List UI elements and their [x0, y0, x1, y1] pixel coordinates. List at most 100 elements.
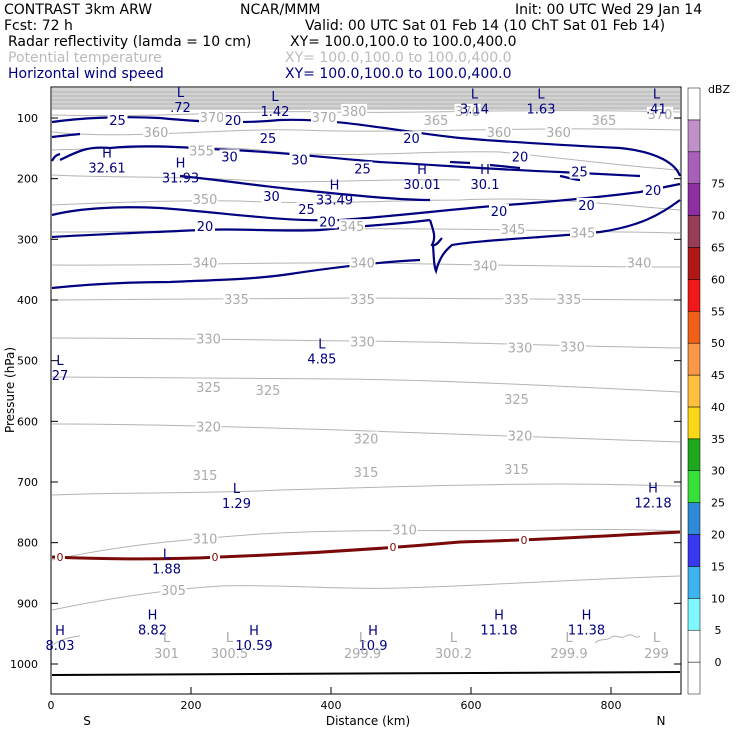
colorbar-label: 55 [711, 305, 725, 318]
freezing-label-bg [55, 551, 65, 562]
theta-label-bg [423, 113, 449, 128]
wind-label-bg [569, 164, 590, 179]
theta-label-bg [559, 339, 586, 354]
field-3-name: Horizontal wind speed [8, 66, 164, 82]
theta-label-bg [500, 222, 526, 237]
wind-contour-label: 20 [578, 199, 595, 214]
extremum-value: 8.03 [46, 639, 75, 654]
theta-contour-label: 325 [196, 381, 221, 396]
wind-low-marker: L3.14 [460, 88, 489, 118]
theta-contour-label: 325 [256, 384, 281, 399]
colorbar-label: 35 [711, 433, 725, 446]
extremum-type: H [494, 609, 504, 624]
wind-label-bg [223, 113, 243, 128]
colorbar-swatch [687, 470, 701, 503]
wind-high-marker: H11.18 [480, 609, 517, 639]
theta-label-bg [503, 392, 530, 407]
field-2-xy: XY= 100.0,100.0 to 100.0,400.0 [285, 50, 512, 66]
wind-contour-label: 25 [260, 132, 277, 147]
wind-label-bg [107, 113, 128, 128]
theta-contour-label: 360 [546, 126, 571, 141]
theta-contour-label: 345 [340, 220, 365, 235]
endpoint-north: N [657, 714, 666, 728]
y-tick-label: 900 [17, 597, 38, 610]
wind-label-bg [489, 204, 509, 219]
theta-label-bg [472, 258, 498, 273]
colorbar-label: 60 [711, 273, 725, 286]
extremum-type: H [102, 146, 112, 161]
wind-low-marker: L27 [52, 354, 69, 384]
colorbar-swatch [687, 87, 701, 121]
theta-label-bg [626, 255, 652, 270]
extremum-type: L [233, 482, 241, 497]
init-time: Init: 00 UTC Wed 29 Jan 14 [515, 2, 702, 18]
colorbar-swatch [687, 119, 701, 153]
extremum-value: 27 [52, 369, 69, 384]
extremum-type: L [271, 90, 279, 105]
wind-contour-label: 20 [645, 184, 662, 199]
wind-high-marker: H8.82 [138, 609, 167, 639]
colorbar-swatch [687, 374, 701, 408]
theta-contour-label: 335 [557, 293, 582, 308]
theta-label-bg [503, 292, 530, 306]
colorbar-swatch [687, 183, 701, 216]
theta-label-bg [192, 191, 218, 206]
freezing-line-label: 0 [390, 541, 397, 554]
theta-label-bg [545, 125, 572, 140]
theta-contour-label: 320 [508, 430, 533, 445]
theta-contour-label: 340 [350, 257, 375, 272]
theta-contour-label: 360 [487, 126, 512, 141]
colorbar-label: 5 [715, 624, 722, 637]
x-tick-label: 600 [461, 699, 482, 712]
freezing-line-label: 0 [57, 551, 64, 564]
wind-label-bg [219, 149, 240, 164]
freezing-line [51, 530, 681, 561]
model-title: CONTRAST 3km ARW [4, 2, 152, 18]
colorbar-label: 45 [711, 369, 725, 382]
x-axis-label: Distance (km) [326, 714, 410, 728]
extremum-type: H [417, 163, 427, 178]
extremum-value: 10.59 [235, 639, 272, 654]
extremum-type: L [226, 631, 234, 646]
wind-high-marker: H33.49 [316, 179, 353, 209]
surface-line [51, 671, 681, 676]
extremum-type: L [537, 88, 545, 103]
wind-high-marker: H12.18 [634, 481, 671, 511]
colorbar-label: 75 [711, 178, 725, 191]
y-tick-label: 100 [17, 112, 38, 125]
colorbar-label: 30 [711, 465, 725, 478]
extremum-type: L [177, 86, 185, 101]
freezing-line-label: 0 [212, 551, 219, 564]
surface-squiggle [594, 634, 641, 644]
x-tick-label: 400 [321, 699, 342, 712]
colorbar-units: dBZ [708, 83, 731, 96]
extremum-type: H [582, 609, 592, 624]
wind-high-marker: H8.03 [46, 624, 75, 654]
wind-label-bg [258, 131, 278, 146]
colorbar-label: 70 [711, 210, 725, 223]
colorbar-swatch [687, 598, 701, 631]
wind-contour-label: 25 [109, 114, 126, 129]
wind-label-bg [401, 131, 422, 146]
theta-contour-label: 330 [196, 332, 221, 347]
valid-time: Valid: 00 UTC Sat 01 Feb 14 (10 ChT Sat … [305, 18, 665, 34]
theta-label-bg [255, 383, 281, 397]
theta-contour-label: 340 [473, 260, 498, 275]
extremum-type: H [148, 609, 158, 624]
wind-low-marker: L.41 [646, 88, 667, 118]
wind-label-bg [576, 197, 597, 212]
colorbar-label: 15 [711, 560, 725, 573]
wind-contour-label: 20 [512, 150, 529, 165]
field-3-xy: XY= 100.0,100.0 to 100.0,400.0 [285, 66, 512, 82]
theta-contour-label: 345 [501, 223, 526, 238]
extremum-type: L [359, 631, 367, 646]
theta-contour-label: 365 [592, 114, 617, 129]
colorbar-label: 50 [711, 337, 725, 350]
extremum-value: 30.1 [471, 178, 500, 193]
x-tick-label: 200 [181, 699, 202, 712]
